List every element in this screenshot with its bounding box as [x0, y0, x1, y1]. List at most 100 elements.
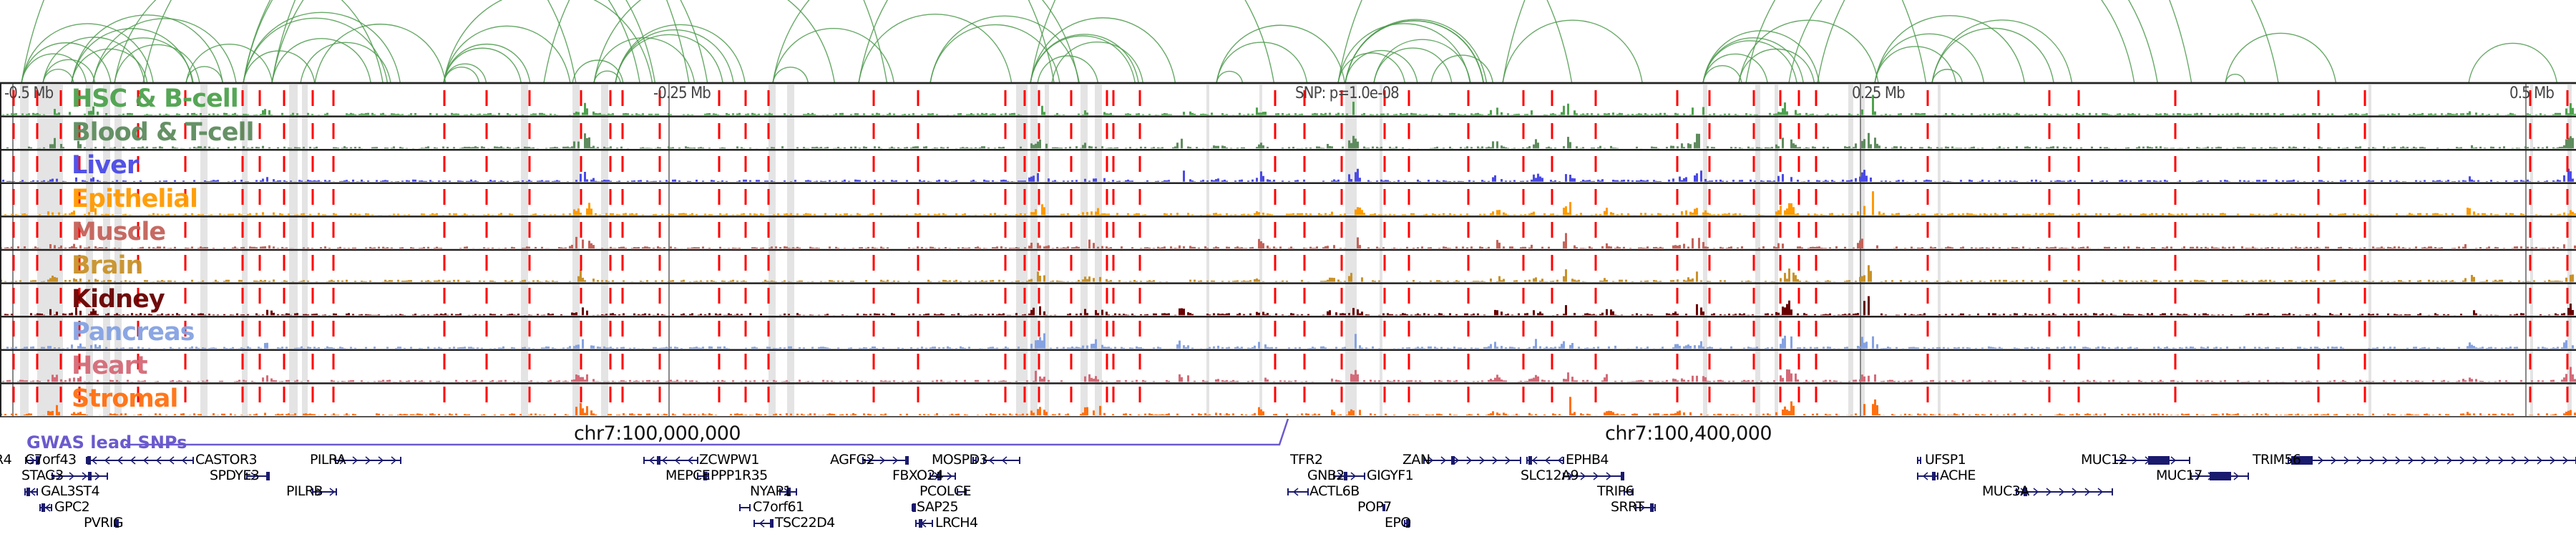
gene-label-ufsp1[interactable]: UFSP1 [1925, 452, 1966, 468]
loop-arc [243, 17, 389, 84]
gene-label-ephb4[interactable]: EPHB4 [1566, 452, 1609, 468]
gene-label-muc17[interactable]: MUC17 [2156, 468, 2202, 483]
gene-label-agfg2[interactable]: AGFG2 [830, 452, 875, 468]
gene-label-pilra[interactable]: PILRA [310, 452, 346, 468]
strand-arrow [82, 472, 88, 480]
strand-arrow [2550, 456, 2556, 465]
strand-arrow [2059, 488, 2065, 496]
loop-arc [593, 0, 836, 84]
loop-arc [21, 23, 155, 84]
strand-arrow [1466, 456, 1473, 465]
gene-label-pvrig[interactable]: PVRIG [84, 515, 124, 531]
loop-arc [114, 44, 200, 84]
gene-label-lrch4[interactable]: LRCH4 [935, 515, 978, 531]
strand-arrow [1428, 456, 1434, 465]
track-label-epithelial: Epithelial [72, 184, 198, 213]
loop-arc [930, 24, 1060, 84]
loop-arc [615, 24, 746, 84]
strand-arrow [2382, 456, 2389, 465]
exon [1406, 519, 1410, 528]
gene-label-trip6[interactable]: TRIP6 [1597, 483, 1634, 499]
strand-arrow [1350, 472, 1357, 480]
strand-arrow [2084, 488, 2091, 496]
loop-arc [593, 37, 696, 84]
strand-arrow [2170, 456, 2177, 465]
strand-arrow [117, 456, 123, 465]
loop-arc [1931, 19, 2073, 84]
exon [1451, 456, 1455, 465]
gene-label-epo[interactable]: EPO [1385, 515, 1411, 531]
signal-4 [0, 233, 2576, 248]
gene-label-zcwpw1[interactable]: ZCWPW1 [699, 452, 759, 468]
loop-arc [1702, 30, 1820, 84]
strand-arrow [2511, 456, 2517, 465]
gene-label-spdye3[interactable]: SPDYE3 [210, 468, 260, 483]
gene-label-nyap1[interactable]: NYAP1 [750, 483, 791, 499]
gene-label-fbxo24[interactable]: FBXO24 [892, 468, 944, 483]
gene-label-slc12a9[interactable]: SLC12A9 [1521, 468, 1579, 483]
exon [36, 456, 39, 465]
strand-arrow [1639, 503, 1646, 512]
strand-arrow [94, 472, 101, 480]
gene-label-ache[interactable]: ACHE [1940, 468, 1976, 483]
exon [2291, 456, 2313, 465]
gene-label-c7orf43[interactable]: C7orf43 [25, 452, 77, 468]
gene-label-pilrb[interactable]: PILRB [286, 483, 323, 499]
signal-7 [6, 333, 2574, 349]
gene-label-c7orf61[interactable]: C7orf61 [753, 499, 804, 515]
strand-arrow [2233, 472, 2240, 480]
gene-label-r4[interactable]: R4 [0, 452, 12, 468]
loop-arc [185, 43, 273, 84]
gene-label-muc3a[interactable]: MUC3A [1982, 483, 2029, 499]
loop-arc [1702, 53, 1768, 84]
strand-arrow [2072, 488, 2078, 496]
gene-label-muc12[interactable]: MUC12 [2081, 452, 2127, 468]
gene-label-tfr2[interactable]: TFR2 [1290, 452, 1323, 468]
gene-label-sap25[interactable]: SAP25 [917, 499, 959, 515]
strand-arrow [1544, 456, 1551, 465]
gene-label-trim56[interactable]: TRIM56 [2253, 452, 2301, 468]
gene-label-gal3st4[interactable]: GAL3ST4 [41, 483, 100, 499]
exon [912, 503, 916, 512]
gene-label-actl6b[interactable]: ACTL6B [1309, 483, 1360, 499]
coordinate-label-left: chr7:100,000,000 [574, 422, 741, 445]
exon [2024, 488, 2027, 496]
loop-arc [772, 0, 1080, 84]
loop-arc [271, 38, 371, 84]
loop-arc [71, 48, 148, 84]
gene-label-pop7[interactable]: POP7 [1357, 499, 1392, 515]
strand-arrow [250, 472, 257, 480]
loop-arc [71, 14, 224, 84]
loop-arc [443, 47, 522, 84]
loop-arc [1345, 50, 1418, 84]
gene-label-castor3[interactable]: CASTOR3 [195, 452, 258, 468]
track-label-blood-t-cell: Blood & T-cell [72, 117, 254, 147]
strand-arrow [2524, 456, 2530, 465]
loop-arc [443, 67, 480, 84]
gene-label-mepce[interactable]: MEPCE [665, 468, 711, 483]
gene-label-gpc2[interactable]: GPC2 [54, 499, 90, 515]
signal-6 [4, 296, 2574, 316]
strand-arrow [1531, 456, 1538, 465]
gene-label-ppp1r35[interactable]: PPP1R35 [711, 468, 768, 483]
track-label-heart: Heart [72, 351, 148, 380]
strand-arrow [2119, 456, 2125, 465]
gene-label-stag3[interactable]: STAG3 [21, 468, 64, 483]
strand-arrow [1440, 456, 1447, 465]
loop-arc [572, 59, 624, 84]
gene-label-tsc22d4[interactable]: TSC22D4 [775, 515, 835, 531]
strand-arrow [687, 456, 693, 465]
loop-arc [772, 28, 895, 84]
gene-label-mospd3[interactable]: MOSPD3 [932, 452, 988, 468]
loop-arc [1702, 65, 1742, 84]
signal-9 [0, 397, 2576, 415]
gene-label-pcolce[interactable]: PCOLCE [919, 483, 972, 499]
gene-label-gnb2[interactable]: GNB2 [1307, 468, 1345, 483]
exon [770, 519, 774, 528]
gene-label-gigyf1[interactable]: GIGYF1 [1367, 468, 1414, 483]
gene-label-srrt[interactable]: SRRT [1611, 499, 1644, 515]
strand-arrow [1479, 456, 1485, 465]
strand-arrow [2369, 456, 2376, 465]
strand-arrow [2498, 456, 2504, 465]
gene-label-zan[interactable]: ZAN [1402, 452, 1430, 468]
